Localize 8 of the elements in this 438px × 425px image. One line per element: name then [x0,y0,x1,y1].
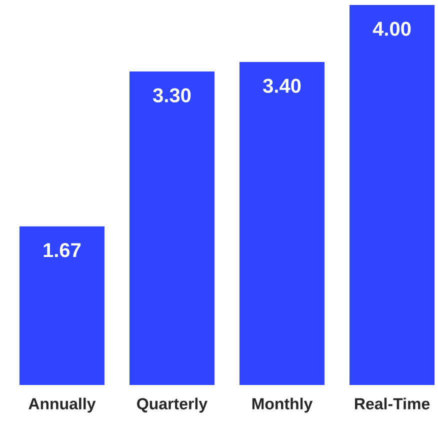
x-tick-label: Monthly [252,398,313,413]
data-label: 4.00 [372,22,411,36]
data-label: 1.67 [44,243,81,258]
x-tick-label: Annually [28,398,96,413]
x-tick-label: Quarterly [137,398,208,413]
data-label: 3.40 [263,78,301,93]
x-tick-label: Real-Time [355,398,430,410]
data-label: 3.30 [152,88,191,102]
